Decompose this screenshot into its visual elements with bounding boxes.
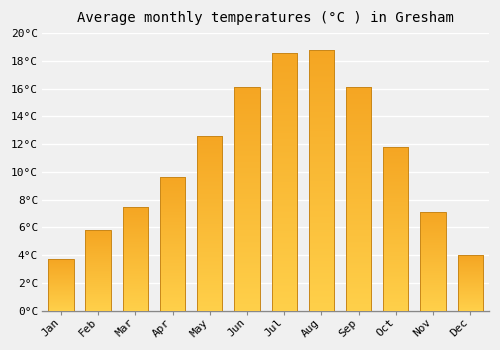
Bar [160,177,185,310]
Title: Average monthly temperatures (°C ) in Gresham: Average monthly temperatures (°C ) in Gr… [77,11,454,25]
Bar [86,230,111,310]
Bar [346,87,372,310]
Bar [309,50,334,310]
Bar [122,206,148,310]
Bar [48,259,74,310]
Bar [272,52,297,310]
Bar [197,136,222,310]
Bar [420,212,446,310]
Bar [383,147,408,310]
Bar [458,255,483,310]
Bar [234,87,260,310]
